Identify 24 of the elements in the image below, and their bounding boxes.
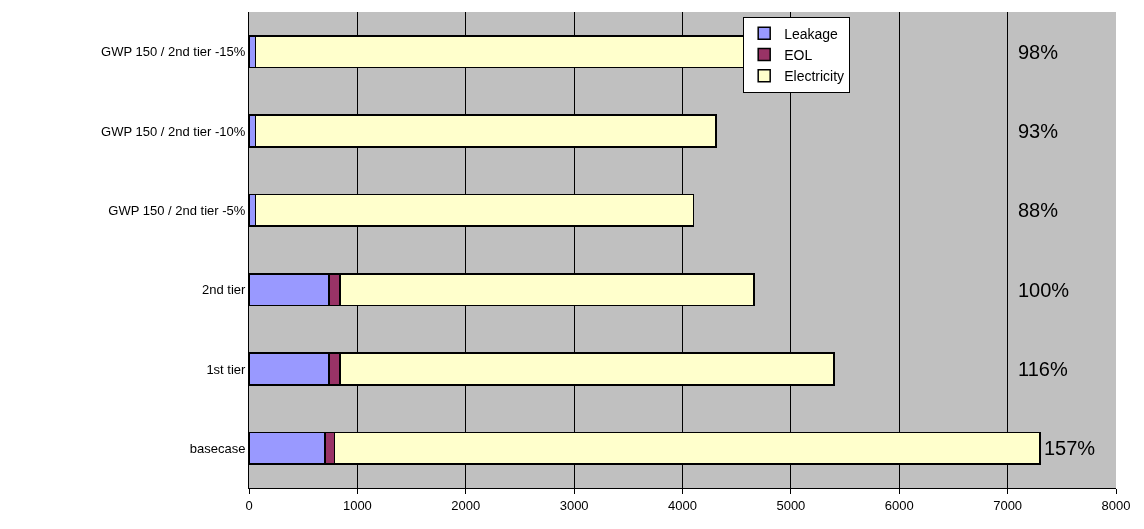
x-tick-label: 4000: [668, 497, 697, 513]
y-tick-label: GWP 150 / 2nd tier -5%: [108, 202, 246, 218]
x-tick-label: 8000: [1101, 497, 1131, 513]
y-tick-label: GWP 150 / 2nd tier -10%: [101, 123, 246, 139]
annotation: 100%: [1018, 279, 1070, 301]
annotation: 157%: [1044, 437, 1096, 459]
x-tick-label: 3000: [559, 497, 589, 513]
annotation: 88%: [1018, 199, 1059, 221]
annotation: 98%: [1018, 41, 1059, 63]
x-tick-label: 1000: [342, 497, 372, 513]
annotation: 116%: [1018, 358, 1068, 380]
x-tick-label: 0: [245, 497, 253, 513]
annotation: 93%: [1018, 120, 1059, 142]
x-tick-label: 6000: [884, 497, 914, 513]
x-tick-label: 5000: [776, 497, 806, 513]
legend-label: EOL: [784, 47, 813, 64]
y-tick-label: 1st tier: [206, 361, 247, 377]
y-tick-label: GWP 150 / 2nd tier -15%: [101, 44, 246, 60]
y-tick-label: basecase: [189, 440, 246, 456]
legend-label: Leakage: [784, 25, 839, 42]
y-tick-label: 2nd tier: [202, 282, 247, 298]
legend-label: Electricity: [784, 68, 845, 85]
x-tick-label: 2000: [451, 497, 481, 513]
x-tick-label: 7000: [993, 497, 1023, 513]
